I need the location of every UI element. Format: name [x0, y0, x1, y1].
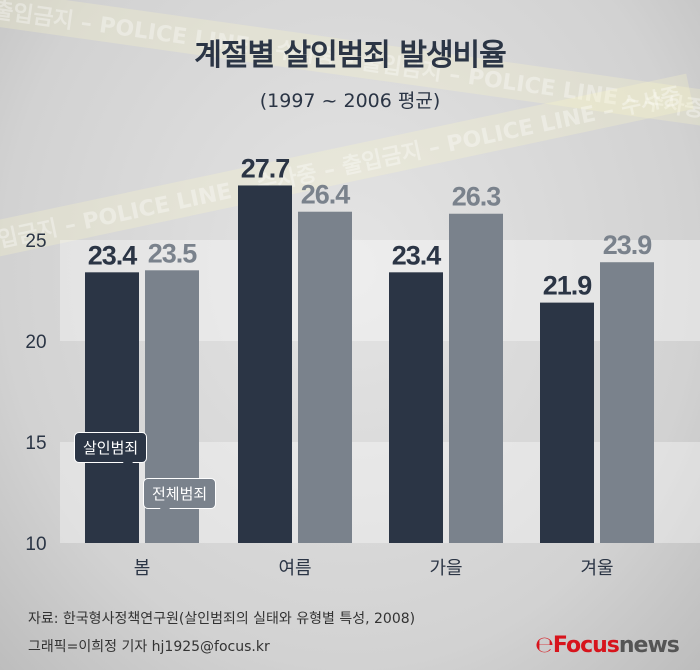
- logo-news: news: [618, 633, 680, 658]
- credit-note: 그래픽=이희정 기자 hj1925@focus.kr: [28, 639, 270, 655]
- data-label: 26.4: [301, 180, 351, 210]
- data-label: 23.4: [88, 240, 138, 270]
- chart-subtitle: (1997 ~ 2006 평균): [259, 90, 441, 112]
- category-label: 여름: [278, 558, 311, 579]
- category-label: 가을: [429, 558, 462, 579]
- category-label: 겨울: [580, 558, 613, 579]
- data-label: 27.7: [241, 153, 290, 183]
- data-label: 23.9: [603, 230, 653, 260]
- bar-total: [449, 213, 503, 544]
- bar-murder: [85, 272, 139, 543]
- bar-total: [600, 262, 654, 543]
- legend-total: 전체범죄: [143, 478, 217, 516]
- y-tick-label: 10: [25, 534, 46, 555]
- chart-title: 계절별 살인범죄 발생비율: [194, 38, 507, 73]
- y-tick-label: 25: [25, 231, 46, 252]
- bar-murder: [540, 302, 594, 543]
- y-tick-label: 20: [25, 332, 46, 353]
- data-label: 23.4: [392, 240, 442, 270]
- focusnews-logo: ℮Focusnews: [535, 633, 680, 658]
- legend-murder: 살인범죄: [74, 432, 148, 470]
- data-label: 26.3: [452, 182, 502, 212]
- bar-total: [298, 211, 352, 543]
- logo-icon: ℮: [535, 633, 554, 658]
- data-label: 21.9: [543, 271, 593, 301]
- category-label: 봄: [134, 558, 151, 579]
- bar-murder: [238, 185, 292, 543]
- logo-focus: Focus: [552, 633, 620, 658]
- y-tick-label: 15: [25, 433, 46, 454]
- data-label: 23.5: [148, 238, 198, 268]
- bar-murder: [389, 272, 443, 543]
- source-note: 자료: 한국형사정책연구원(살인범죄의 실태와 유형별 특성, 2008): [28, 611, 416, 627]
